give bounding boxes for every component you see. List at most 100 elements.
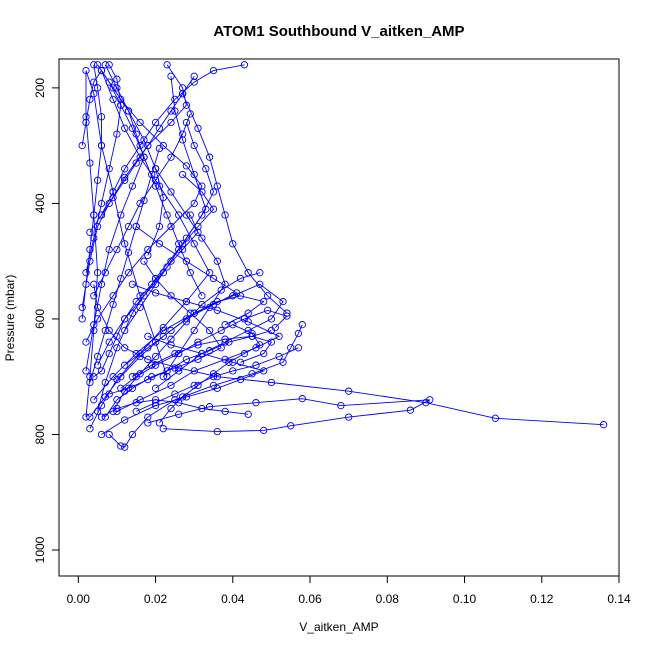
data-point	[205, 326, 214, 335]
data-point	[190, 78, 198, 86]
data-point	[144, 413, 152, 421]
data-point	[213, 297, 221, 306]
data-point	[221, 211, 229, 219]
data-point	[229, 367, 237, 375]
data-point	[105, 430, 113, 439]
data-point	[167, 118, 175, 127]
data-point	[113, 344, 121, 352]
series-line	[89, 226, 238, 418]
data-point	[105, 349, 113, 358]
data-point	[244, 309, 252, 317]
data-point	[182, 211, 191, 219]
data-point	[97, 413, 106, 421]
series-line	[81, 69, 164, 256]
data-point	[252, 361, 260, 369]
data-point	[287, 422, 295, 430]
data-point	[182, 318, 191, 326]
series-line	[120, 309, 288, 389]
data-point	[167, 257, 175, 265]
data-point	[171, 364, 179, 372]
data-layer	[78, 61, 608, 451]
series-group	[82, 95, 206, 346]
data-point	[144, 355, 152, 364]
data-point	[236, 292, 245, 300]
data-point	[171, 349, 179, 358]
data-point	[113, 75, 121, 83]
data-point	[140, 153, 148, 161]
data-point	[151, 118, 160, 127]
data-point	[136, 141, 144, 150]
data-point	[209, 205, 218, 213]
y-axis: 200 400 600 800 1000	[33, 78, 60, 563]
data-point	[148, 373, 156, 381]
data-point	[128, 182, 137, 190]
data-point	[86, 245, 94, 254]
data-point	[82, 413, 90, 421]
data-point	[97, 66, 106, 75]
data-point	[263, 292, 272, 300]
data-point	[209, 188, 218, 196]
x-tick-label: 0.00	[67, 592, 91, 606]
data-point	[155, 144, 164, 153]
series-group	[97, 61, 249, 219]
data-point	[113, 332, 121, 340]
data-point	[93, 352, 102, 361]
data-point	[90, 396, 98, 404]
data-point	[82, 338, 90, 346]
data-point	[194, 341, 202, 349]
data-point	[148, 170, 156, 179]
data-point	[167, 335, 175, 343]
data-point	[113, 84, 121, 92]
data-point	[194, 222, 202, 231]
data-point	[113, 404, 121, 413]
data-point	[217, 344, 225, 352]
data-point	[186, 309, 194, 317]
data-point	[194, 124, 202, 132]
data-point	[144, 245, 152, 254]
data-point	[159, 269, 167, 277]
data-point	[167, 381, 175, 390]
data-point	[128, 384, 137, 392]
data-point	[167, 153, 175, 161]
data-point	[198, 234, 206, 242]
data-point	[205, 153, 214, 161]
y-tick-label: 600	[33, 309, 47, 329]
data-point	[132, 222, 140, 231]
data-point	[198, 182, 206, 190]
series-line	[112, 272, 260, 412]
data-point	[105, 245, 113, 254]
data-point	[294, 344, 303, 352]
data-point	[175, 245, 183, 254]
series-line	[116, 283, 281, 412]
chart-title: ATOM1 Southbound V_aitken_AMP	[213, 23, 464, 40]
x-axis: 0.00 0.02 0.04 0.06 0.08 0.10 0.12 0.14	[67, 575, 631, 606]
data-point	[213, 384, 221, 392]
data-point	[167, 222, 175, 231]
data-point	[217, 286, 225, 294]
data-point	[182, 297, 191, 306]
data-point	[186, 211, 194, 219]
data-point	[194, 355, 202, 364]
data-point	[124, 222, 133, 231]
data-point	[167, 107, 175, 115]
data-point	[140, 196, 148, 205]
data-point	[198, 211, 206, 219]
data-point	[213, 427, 221, 436]
data-point	[267, 378, 276, 387]
data-point	[78, 141, 86, 150]
data-point	[198, 292, 206, 300]
data-point	[151, 352, 160, 361]
data-point	[124, 269, 133, 277]
data-point	[105, 390, 113, 398]
data-point	[182, 118, 191, 127]
data-point	[82, 280, 90, 288]
data-point	[190, 170, 198, 179]
data-point	[294, 329, 303, 338]
data-point	[256, 280, 264, 288]
data-point	[121, 443, 129, 451]
data-point	[182, 257, 191, 265]
data-point	[167, 188, 175, 196]
y-tick-label: 400	[33, 193, 47, 213]
data-point	[132, 407, 140, 416]
